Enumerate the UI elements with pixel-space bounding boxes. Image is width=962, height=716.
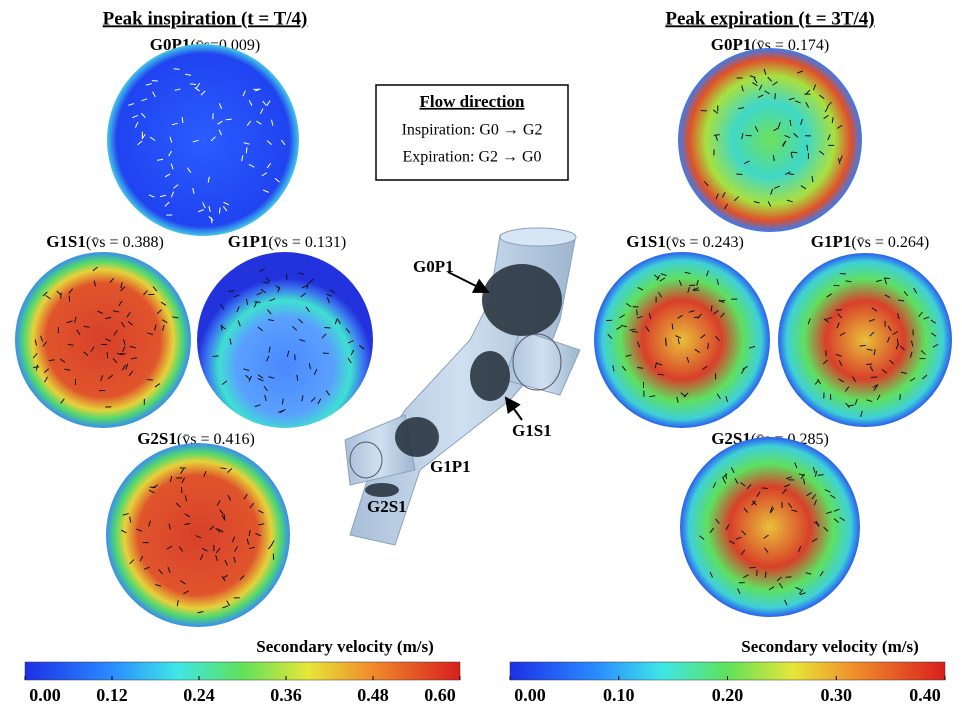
velocity-vector xyxy=(324,327,330,328)
flow-box-title: Flow direction xyxy=(420,92,526,111)
velocity-vector xyxy=(884,278,890,279)
colorbar-tick-label: 0.36 xyxy=(270,685,302,705)
airway-label: G1S1 xyxy=(512,421,552,440)
colorbar-tick-label: 0.48 xyxy=(357,685,389,705)
velocity-vector xyxy=(714,135,720,136)
colorbar-title: Secondary velocity (m/s) xyxy=(741,637,919,656)
panel-name: G1P1 xyxy=(811,232,852,251)
velocity-vector xyxy=(61,293,62,299)
airway-label: G1P1 xyxy=(430,457,471,476)
velocity-vector xyxy=(871,377,877,378)
velocity-vector xyxy=(666,340,667,346)
velocity-disc xyxy=(106,443,290,627)
velocity-vector xyxy=(791,152,797,153)
velocity-vector xyxy=(323,353,329,354)
velocity-disc xyxy=(15,252,191,428)
colorbar-tick-label: 0.12 xyxy=(96,685,128,705)
panel-name: G1P1 xyxy=(228,232,269,251)
section-title: Peak inspiration (t = T/4) xyxy=(103,8,308,29)
panel-name: G0P1 xyxy=(711,35,752,54)
panel-note: (v̄s = 0.243) xyxy=(666,234,744,251)
panel-label: G1S1(v̄s = 0.388) xyxy=(46,232,164,251)
panel-note: (v̄s = 0.388) xyxy=(86,234,164,251)
section-title: Peak expiration (t = 3T/4) xyxy=(665,8,874,29)
airway-label: G2S1 xyxy=(367,497,407,516)
velocity-vector xyxy=(658,374,664,375)
velocity-vector xyxy=(632,332,638,333)
velocity-vector xyxy=(107,352,108,358)
velocity-vector xyxy=(181,487,182,493)
velocity-vector xyxy=(219,208,220,214)
colorbar-tick-label: 0.30 xyxy=(821,685,853,705)
panel-label: G1P1(v̄s = 0.264) xyxy=(811,232,930,251)
velocity-vector xyxy=(736,174,742,175)
panel-name: G2S1 xyxy=(137,429,177,448)
velocity-disc xyxy=(594,252,770,428)
velocity-vector xyxy=(900,394,901,400)
colorbar-tick-label: 0.10 xyxy=(603,685,635,705)
velocity-vector xyxy=(860,345,866,346)
velocity-vector xyxy=(637,309,638,315)
flow-box-line: Expiration: G2 → G0 xyxy=(402,149,541,166)
figure: Flow direction Inspiration: G0 → G2 Expi… xyxy=(0,0,962,711)
velocity-disc xyxy=(680,437,860,617)
velocity-disc xyxy=(778,253,952,427)
velocity-vector xyxy=(637,368,643,369)
velocity-disc xyxy=(107,44,299,236)
panel-note: (v̄s = 0.264) xyxy=(851,234,929,251)
velocity-vector xyxy=(190,84,196,85)
velocity-vector xyxy=(255,302,261,303)
colorbar-tick-label: 0.24 xyxy=(183,685,215,705)
colorbar xyxy=(25,662,460,680)
velocity-disc xyxy=(197,252,373,428)
airway-label: G0P1 xyxy=(413,257,454,276)
colorbar-tick-label: 0.00 xyxy=(514,685,546,705)
velocity-vector xyxy=(226,119,232,120)
velocity-vector xyxy=(174,69,180,70)
velocity-vector xyxy=(33,367,39,368)
colorbar-tick-label: 0.40 xyxy=(909,685,941,705)
flow-box-line: Inspiration: G0 → G2 xyxy=(402,122,543,139)
panel-name: G1S1 xyxy=(626,232,666,251)
panel-label: G1S1(v̄s = 0.243) xyxy=(626,232,744,251)
panel-note: (v̄s = 0.131) xyxy=(268,234,346,251)
velocity-vector xyxy=(775,93,776,99)
colorbar-title: Secondary velocity (m/s) xyxy=(256,637,434,656)
velocity-vector xyxy=(786,577,792,578)
panel-name: G1S1 xyxy=(46,232,86,251)
colorbar-tick-label: 0.00 xyxy=(29,685,61,705)
colorbar-tick-label: 0.20 xyxy=(712,685,744,705)
panel-label: G1P1(v̄s = 0.131) xyxy=(228,232,347,251)
colorbar-tick-label: 0.60 xyxy=(424,685,456,705)
